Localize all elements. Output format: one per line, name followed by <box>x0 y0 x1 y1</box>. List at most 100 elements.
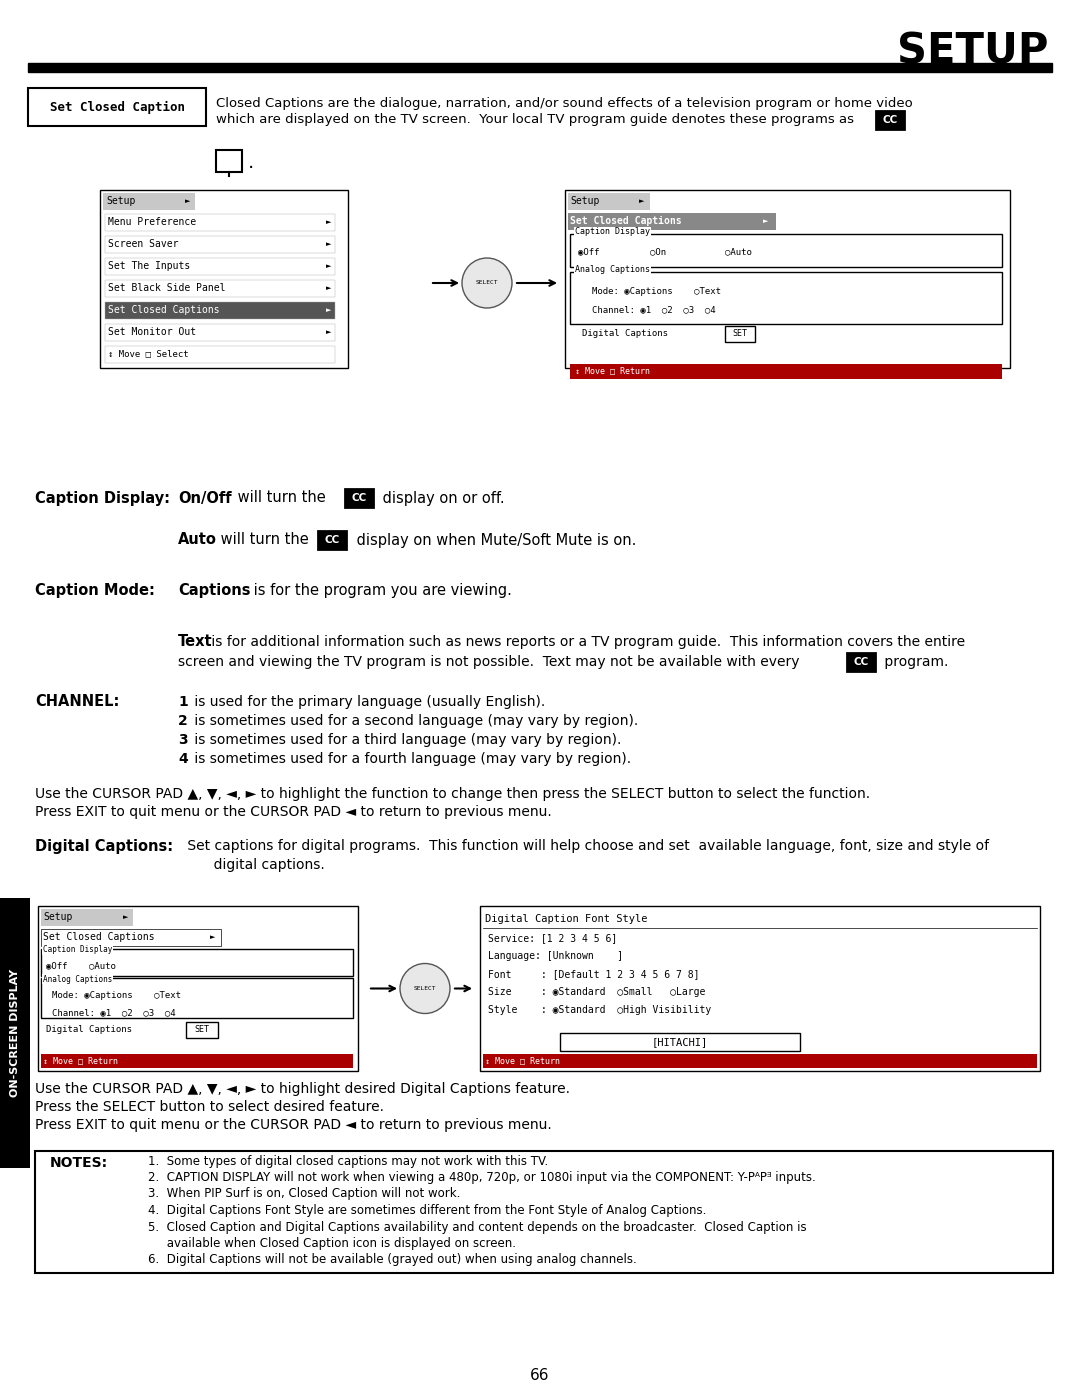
Text: Menu Preference: Menu Preference <box>108 217 197 226</box>
Text: 1.  Some types of digital closed captions may not work with this TV.: 1. Some types of digital closed captions… <box>148 1154 549 1168</box>
Text: SELECT: SELECT <box>414 986 436 990</box>
Text: ↕ Move □ Return: ↕ Move □ Return <box>575 366 650 376</box>
Bar <box>100 190 348 367</box>
Bar <box>0 898 30 1168</box>
Text: Style    : ◉Standard  ○High Visibility: Style : ◉Standard ○High Visibility <box>488 1004 712 1016</box>
Text: ↕ Move □ Return: ↕ Move □ Return <box>43 1056 118 1066</box>
Text: Channel: ◉1  ○2  ○3  ○4: Channel: ◉1 ○2 ○3 ○4 <box>52 1009 176 1017</box>
Text: Setup: Setup <box>570 196 599 205</box>
Bar <box>847 652 875 671</box>
Bar <box>105 214 335 231</box>
Text: Closed Captions are the dialogue, narration, and/or sound effects of a televisio: Closed Captions are the dialogue, narrat… <box>216 96 913 109</box>
Text: digital captions.: digital captions. <box>183 858 325 872</box>
Text: is sometimes used for a fourth language (may vary by region).: is sometimes used for a fourth language … <box>190 752 631 766</box>
Bar <box>565 190 1010 367</box>
Text: Caption Display: Caption Display <box>575 228 650 236</box>
Bar <box>570 272 1002 324</box>
Text: will turn the: will turn the <box>216 532 313 548</box>
Bar <box>480 907 1040 1071</box>
Text: Set captions for digital programs.  This function will help choose and set  avai: Set captions for digital programs. This … <box>183 840 989 854</box>
Text: Use the CURSOR PAD ▲, ▼, ◄, ► to highlight desired Digital Captions feature.: Use the CURSOR PAD ▲, ▼, ◄, ► to highlig… <box>35 1083 570 1097</box>
Bar <box>41 949 353 977</box>
Text: 3: 3 <box>178 733 188 747</box>
Text: ►: ► <box>326 219 332 225</box>
Text: ○On: ○On <box>650 247 666 257</box>
Text: available when Closed Caption icon is displayed on screen.: available when Closed Caption icon is di… <box>148 1236 516 1250</box>
Bar <box>570 235 1002 267</box>
Text: ►: ► <box>326 242 332 247</box>
Text: screen and viewing the TV program is not possible.  Text may not be available wi: screen and viewing the TV program is not… <box>178 655 804 669</box>
Text: 66: 66 <box>530 1368 550 1383</box>
Text: Size     : ◉Standard  ○Small   ○Large: Size : ◉Standard ○Small ○Large <box>488 988 705 997</box>
Text: Digital Captions: Digital Captions <box>46 1025 132 1035</box>
Text: Captions: Captions <box>178 583 251 598</box>
Bar <box>41 1053 353 1067</box>
Text: Screen Saver: Screen Saver <box>108 239 178 249</box>
Text: 4.  Digital Captions Font Style are sometimes different from the Font Style of A: 4. Digital Captions Font Style are somet… <box>148 1204 706 1217</box>
Bar <box>105 346 335 363</box>
Text: ◉Off: ◉Off <box>578 247 599 257</box>
Text: Set The Inputs: Set The Inputs <box>108 261 190 271</box>
Bar <box>318 531 346 549</box>
Bar <box>105 324 335 341</box>
Text: 3.  When PIP Surf is on, Closed Caption will not work.: 3. When PIP Surf is on, Closed Caption w… <box>148 1187 460 1200</box>
Bar <box>103 193 195 210</box>
Text: 2: 2 <box>178 714 188 728</box>
Text: ►: ► <box>326 307 332 313</box>
Text: 6.  Digital Captions will not be available (grayed out) when using analog channe: 6. Digital Captions will not be availabl… <box>148 1253 637 1267</box>
Text: Text: Text <box>178 634 213 650</box>
Text: Use the CURSOR PAD ▲, ▼, ◄, ► to highlight the function to change then press the: Use the CURSOR PAD ▲, ▼, ◄, ► to highlig… <box>35 787 870 800</box>
Text: 1: 1 <box>178 694 188 710</box>
Ellipse shape <box>462 258 512 307</box>
Bar <box>105 258 335 275</box>
Text: Digital Caption Font Style: Digital Caption Font Style <box>485 914 648 923</box>
Text: 5.  Closed Caption and Digital Captions availability and content depends on the : 5. Closed Caption and Digital Captions a… <box>148 1221 807 1234</box>
Text: CC: CC <box>324 535 339 545</box>
Text: Caption Display: Caption Display <box>43 946 112 954</box>
Text: Channel: ◉1  ○2  ○3  ○4: Channel: ◉1 ○2 ○3 ○4 <box>592 306 716 314</box>
Bar <box>41 978 353 1018</box>
Text: Setup: Setup <box>106 196 135 205</box>
Text: ►: ► <box>326 330 332 335</box>
Text: is for the program you are viewing.: is for the program you are viewing. <box>249 583 512 598</box>
Text: NOTES:: NOTES: <box>50 1155 108 1171</box>
Text: CC: CC <box>882 115 897 124</box>
Text: Set Closed Captions: Set Closed Captions <box>108 305 219 314</box>
Text: ◉Off    ○Auto: ◉Off ○Auto <box>46 961 116 971</box>
Text: Press EXIT to quit menu or the CURSOR PAD ◄ to return to previous menu.: Press EXIT to quit menu or the CURSOR PA… <box>35 805 552 819</box>
Bar <box>105 302 335 319</box>
Text: Set Closed Captions: Set Closed Captions <box>570 217 681 226</box>
Text: Service: [1 2 3 4 5 6]: Service: [1 2 3 4 5 6] <box>488 933 618 943</box>
Text: ○Auto: ○Auto <box>725 247 752 257</box>
Text: CC: CC <box>853 657 868 666</box>
Bar <box>345 489 373 507</box>
Text: display on or off.: display on or off. <box>378 490 504 506</box>
Bar <box>105 279 335 298</box>
Text: display on when Mute/Soft Mute is on.: display on when Mute/Soft Mute is on. <box>352 532 636 548</box>
Text: SELECT: SELECT <box>476 281 498 285</box>
Text: 2.  CAPTION DISPLAY will not work when viewing a 480p, 720p, or 1080i input via : 2. CAPTION DISPLAY will not work when vi… <box>148 1171 815 1185</box>
Text: ►: ► <box>210 935 215 940</box>
Text: Set Black Side Panel: Set Black Side Panel <box>108 284 226 293</box>
Text: is sometimes used for a second language (may vary by region).: is sometimes used for a second language … <box>190 714 638 728</box>
Text: is sometimes used for a third language (may vary by region).: is sometimes used for a third language (… <box>190 733 621 747</box>
Text: Press the SELECT button to select desired feature.: Press the SELECT button to select desire… <box>35 1099 384 1113</box>
Bar <box>41 929 221 946</box>
Text: [HITACHI]: [HITACHI] <box>652 1037 708 1046</box>
Text: Caption Mode:: Caption Mode: <box>35 583 154 598</box>
Text: ►: ► <box>185 198 190 204</box>
Text: ON-SCREEN DISPLAY: ON-SCREEN DISPLAY <box>10 970 21 1097</box>
Text: is for additional information such as news reports or a TV program guide.  This : is for additional information such as ne… <box>207 636 966 650</box>
Text: SETUP: SETUP <box>896 31 1048 73</box>
Bar <box>725 326 755 342</box>
Text: Setup: Setup <box>43 912 72 922</box>
Bar <box>561 1032 800 1051</box>
Text: Mode: ◉Captions    ○Text: Mode: ◉Captions ○Text <box>592 288 721 296</box>
Text: Digital Captions:: Digital Captions: <box>35 838 173 854</box>
Text: Font     : [Default 1 2 3 4 5 6 7 8]: Font : [Default 1 2 3 4 5 6 7 8] <box>488 970 700 979</box>
Text: Press EXIT to quit menu or the CURSOR PAD ◄ to return to previous menu.: Press EXIT to quit menu or the CURSOR PA… <box>35 1118 552 1132</box>
Text: will turn the: will turn the <box>233 490 330 506</box>
Text: Set Closed Captions: Set Closed Captions <box>43 932 154 942</box>
Text: ►: ► <box>762 218 768 224</box>
Text: CHANNEL:: CHANNEL: <box>35 694 120 710</box>
